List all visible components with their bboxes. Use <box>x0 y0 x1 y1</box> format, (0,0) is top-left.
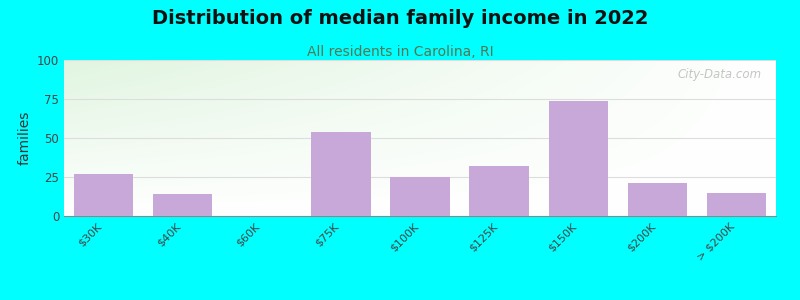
Text: Distribution of median family income in 2022: Distribution of median family income in … <box>152 9 648 28</box>
Bar <box>153 194 212 216</box>
Bar <box>390 177 450 216</box>
Bar <box>549 100 608 216</box>
Bar <box>706 193 766 216</box>
Bar <box>311 132 370 216</box>
Text: All residents in Carolina, RI: All residents in Carolina, RI <box>306 45 494 59</box>
Text: City-Data.com: City-Data.com <box>678 68 762 81</box>
Bar <box>74 174 134 216</box>
Y-axis label: families: families <box>18 111 31 165</box>
Bar <box>628 183 687 216</box>
Bar <box>470 166 529 216</box>
